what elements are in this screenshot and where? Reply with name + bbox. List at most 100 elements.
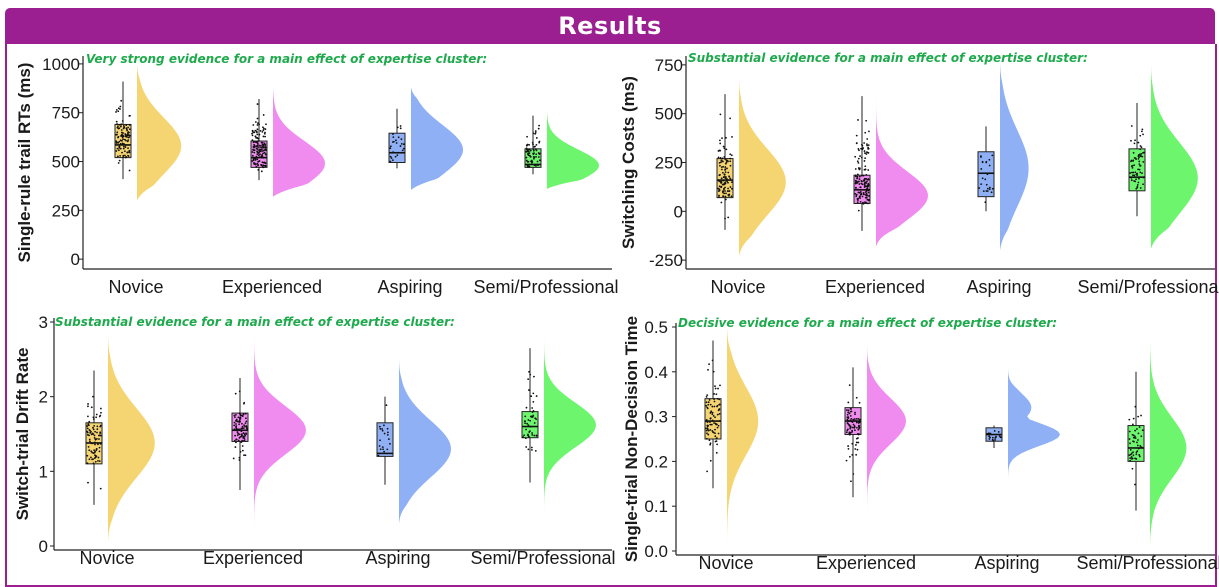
- data-point: [717, 387, 719, 390]
- data-point: [988, 432, 991, 435]
- data-point: [127, 155, 130, 158]
- y-tick-label: 2: [39, 388, 48, 407]
- y-axis-title: Single-trial Non-Decision Time: [622, 316, 641, 562]
- data-point: [533, 157, 535, 160]
- data-point: [1137, 439, 1139, 441]
- data-point: [1130, 452, 1133, 455]
- data-point: [718, 194, 720, 197]
- data-point: [238, 428, 241, 431]
- data-point: [1139, 187, 1142, 189]
- data-point: [128, 169, 131, 172]
- violin-experienced: [876, 78, 928, 247]
- data-point: [847, 409, 850, 412]
- data-point: [94, 450, 97, 453]
- data-point: [863, 186, 866, 188]
- data-point: [859, 155, 861, 157]
- data-point: [722, 179, 724, 182]
- data-point: [719, 157, 722, 159]
- data-point: [729, 157, 732, 160]
- data-point: [99, 414, 102, 417]
- data-point: [234, 416, 236, 419]
- data-point: [99, 431, 102, 434]
- data-point: [392, 133, 394, 136]
- data-point: [86, 430, 89, 433]
- data-point: [529, 430, 531, 433]
- data-point: [857, 418, 860, 420]
- data-point: [122, 143, 124, 146]
- data-point: [97, 456, 100, 459]
- data-point: [93, 449, 96, 452]
- data-point: [1142, 151, 1144, 154]
- data-point: [260, 170, 263, 173]
- y-tick-label: 0: [71, 250, 80, 269]
- data-point: [845, 409, 848, 411]
- data-point: [86, 454, 89, 457]
- y-tick-label: 3: [39, 313, 48, 332]
- violin-novice: [108, 333, 155, 543]
- data-point: [1132, 151, 1135, 154]
- data-point: [709, 417, 712, 420]
- data-point: [256, 158, 259, 161]
- data-point: [714, 385, 716, 388]
- data-point: [859, 186, 862, 189]
- data-point: [724, 158, 727, 161]
- data-point: [711, 413, 714, 416]
- data-point: [1131, 171, 1133, 174]
- data-point: [261, 131, 264, 133]
- data-point: [711, 411, 714, 414]
- data-point: [533, 375, 535, 378]
- data-point: [994, 437, 997, 439]
- data-point: [125, 156, 128, 158]
- data-point: [1137, 155, 1140, 158]
- data-point: [529, 149, 532, 152]
- data-point: [90, 450, 93, 453]
- data-point: [530, 159, 533, 162]
- data-point: [729, 117, 732, 120]
- data-point: [980, 168, 983, 170]
- data-point: [1131, 467, 1134, 470]
- data-point: [731, 181, 733, 184]
- data-point: [705, 395, 708, 398]
- data-point: [256, 124, 259, 126]
- results-header: Results: [5, 8, 1215, 44]
- data-point: [237, 428, 239, 431]
- data-point: [261, 153, 264, 156]
- data-point: [236, 434, 239, 437]
- data-point: [125, 127, 128, 130]
- data-point: [527, 419, 530, 421]
- data-point: [988, 188, 991, 191]
- x-tick-label: Aspiring: [974, 553, 1039, 573]
- data-point: [985, 161, 988, 164]
- data-point: [264, 135, 266, 138]
- data-point: [527, 424, 530, 427]
- data-point: [117, 162, 120, 164]
- data-point: [536, 160, 539, 163]
- data-point: [991, 154, 994, 157]
- data-point: [243, 439, 245, 442]
- data-point: [1137, 432, 1140, 435]
- data-point: [234, 413, 237, 416]
- data-point: [533, 422, 536, 424]
- data-point: [259, 129, 262, 132]
- data-point: [1140, 146, 1143, 149]
- data-point: [847, 428, 849, 431]
- data-point: [855, 195, 858, 198]
- data-point: [121, 135, 124, 138]
- data-point: [95, 416, 98, 419]
- data-point: [1142, 183, 1144, 186]
- data-point: [524, 420, 526, 423]
- data-point: [1138, 426, 1141, 428]
- group-aspiring: [376, 359, 451, 524]
- data-point: [383, 450, 386, 453]
- data-point: [116, 126, 119, 129]
- data-point: [385, 404, 388, 407]
- data-point: [241, 439, 244, 442]
- data-point: [395, 139, 397, 142]
- data-point: [1129, 459, 1132, 462]
- data-point: [118, 140, 121, 143]
- data-point: [240, 441, 243, 444]
- data-point: [988, 438, 991, 440]
- data-point: [863, 182, 866, 184]
- data-point: [986, 190, 989, 192]
- data-point: [117, 136, 119, 139]
